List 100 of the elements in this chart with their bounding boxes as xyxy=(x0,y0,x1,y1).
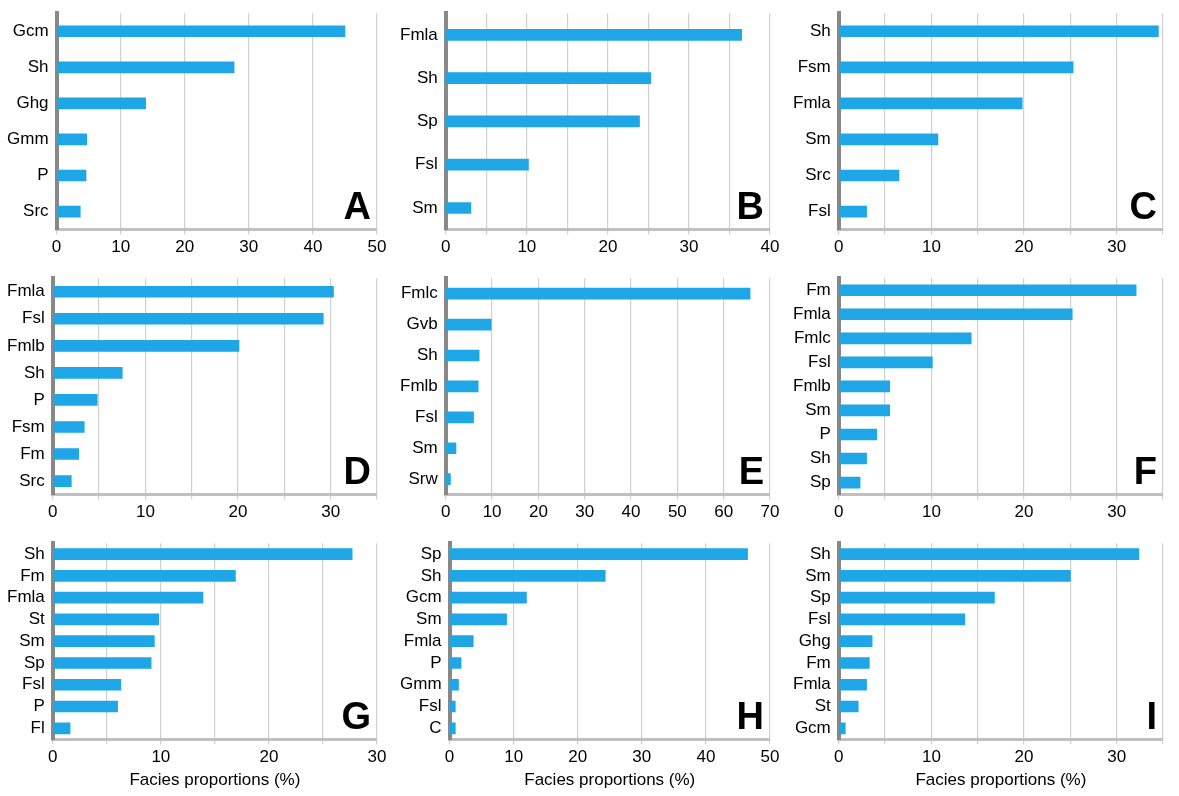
bar xyxy=(839,205,867,218)
bar xyxy=(53,570,236,582)
bar xyxy=(53,340,240,352)
bar xyxy=(449,635,474,648)
y-tick-label: Fsl xyxy=(415,407,438,426)
y-tick-label: Fsl xyxy=(808,201,831,221)
x-tick-label: 20 xyxy=(1014,747,1034,767)
bar xyxy=(53,591,204,604)
y-tick-label: Gmm xyxy=(7,129,49,149)
annotation: E xyxy=(738,450,764,493)
y-tick-label: Fsm xyxy=(797,56,831,76)
y-tick-label: Fmlb xyxy=(793,376,831,396)
bar xyxy=(56,61,235,74)
x-tick-label: 0 xyxy=(834,237,844,257)
x-tick-label: 30 xyxy=(1107,747,1127,767)
annotation: G xyxy=(341,694,371,737)
bar xyxy=(839,284,1137,297)
x-tick-label: 30 xyxy=(321,502,341,522)
x-tick-label: 30 xyxy=(632,747,652,767)
bar xyxy=(53,722,71,735)
y-tick-label: Sp xyxy=(809,472,831,492)
y-tick-label: Fmlc xyxy=(793,328,832,347)
bar xyxy=(839,133,939,146)
y-tick-label: Sm xyxy=(19,630,45,650)
bar xyxy=(56,169,87,182)
x-tick-label: 20 xyxy=(1014,237,1034,257)
x-tick-label: 50 xyxy=(760,747,780,767)
bar xyxy=(839,25,1159,38)
x-tick-label: 30 xyxy=(239,237,259,257)
x-tick-label: 10 xyxy=(517,237,537,257)
annotation: F xyxy=(1133,450,1157,493)
annotation: D xyxy=(343,450,371,493)
x-tick-label: 10 xyxy=(111,237,131,257)
x-tick-label: 50 xyxy=(367,237,387,257)
bar xyxy=(449,591,527,604)
bar xyxy=(839,404,891,417)
x-tick-label: 20 xyxy=(568,747,588,767)
x-tick-label: 10 xyxy=(135,502,155,522)
y-tick-label: P xyxy=(33,696,45,716)
y-tick-label: Fl xyxy=(30,718,45,737)
bar xyxy=(449,613,507,626)
y-tick-label: Fm xyxy=(20,443,45,463)
x-tick-label: 10 xyxy=(921,237,941,257)
bar xyxy=(53,613,160,626)
y-tick-label: Sm xyxy=(412,197,438,217)
bar xyxy=(53,475,72,487)
bar xyxy=(446,202,472,214)
bar xyxy=(53,394,98,406)
bar xyxy=(56,97,146,110)
y-tick-label: Sp xyxy=(416,111,438,131)
x-tick-label: 30 xyxy=(679,237,699,257)
x-tick-label: 0 xyxy=(48,747,58,767)
y-tick-label: Sm xyxy=(805,400,831,420)
bar xyxy=(53,448,80,460)
bar xyxy=(449,678,459,691)
y-tick-label: Sm xyxy=(805,565,831,585)
x-tick-label: 20 xyxy=(259,747,279,767)
bar xyxy=(839,97,1023,110)
x-tick-label: 10 xyxy=(921,747,941,767)
y-tick-label: Gmm xyxy=(400,674,442,694)
y-tick-label: Sh xyxy=(420,565,442,585)
bar xyxy=(446,349,480,362)
y-tick-label: Fsl xyxy=(418,696,442,716)
y-tick-label: Sh xyxy=(809,448,831,468)
bar xyxy=(839,332,972,345)
y-tick-label: P xyxy=(819,424,831,444)
bar xyxy=(839,678,867,691)
y-tick-label: Fsm xyxy=(11,416,45,436)
y-tick-label: Gvb xyxy=(406,314,438,334)
x-tick-label: 70 xyxy=(760,502,780,522)
y-tick-label: Fmla xyxy=(7,281,46,301)
y-tick-label: Sp xyxy=(23,652,45,672)
x-tick-label: 0 xyxy=(834,747,844,767)
bar xyxy=(449,548,748,560)
annotation: B xyxy=(736,185,764,228)
bar xyxy=(839,356,933,369)
x-axis-title: Facies proportions (%) xyxy=(129,770,301,790)
bar xyxy=(449,722,456,735)
bar xyxy=(839,635,873,648)
y-tick-label: Fsl xyxy=(22,674,45,694)
y-tick-label: Sh xyxy=(27,56,49,76)
bar xyxy=(839,722,846,735)
x-tick-label: 0 xyxy=(441,502,451,522)
bar xyxy=(839,613,966,626)
y-tick-label: Gcm xyxy=(794,718,831,737)
y-tick-label: Ghg xyxy=(798,630,831,650)
bar xyxy=(446,115,640,128)
y-tick-label: Sh xyxy=(23,543,45,563)
y-tick-label: Fmlb xyxy=(7,335,45,355)
bar xyxy=(839,476,861,489)
y-tick-label: Gcm xyxy=(12,20,49,40)
x-axis-title: Facies proportions (%) xyxy=(524,770,696,790)
x-tick-label: 40 xyxy=(303,237,323,257)
x-tick-label: 20 xyxy=(528,502,548,522)
y-tick-label: Srw xyxy=(408,468,439,488)
bar xyxy=(839,428,878,441)
bar xyxy=(53,548,353,560)
y-tick-label: Fm xyxy=(806,279,831,299)
y-tick-label: Gcm xyxy=(405,587,442,607)
y-tick-label: P xyxy=(430,652,442,672)
